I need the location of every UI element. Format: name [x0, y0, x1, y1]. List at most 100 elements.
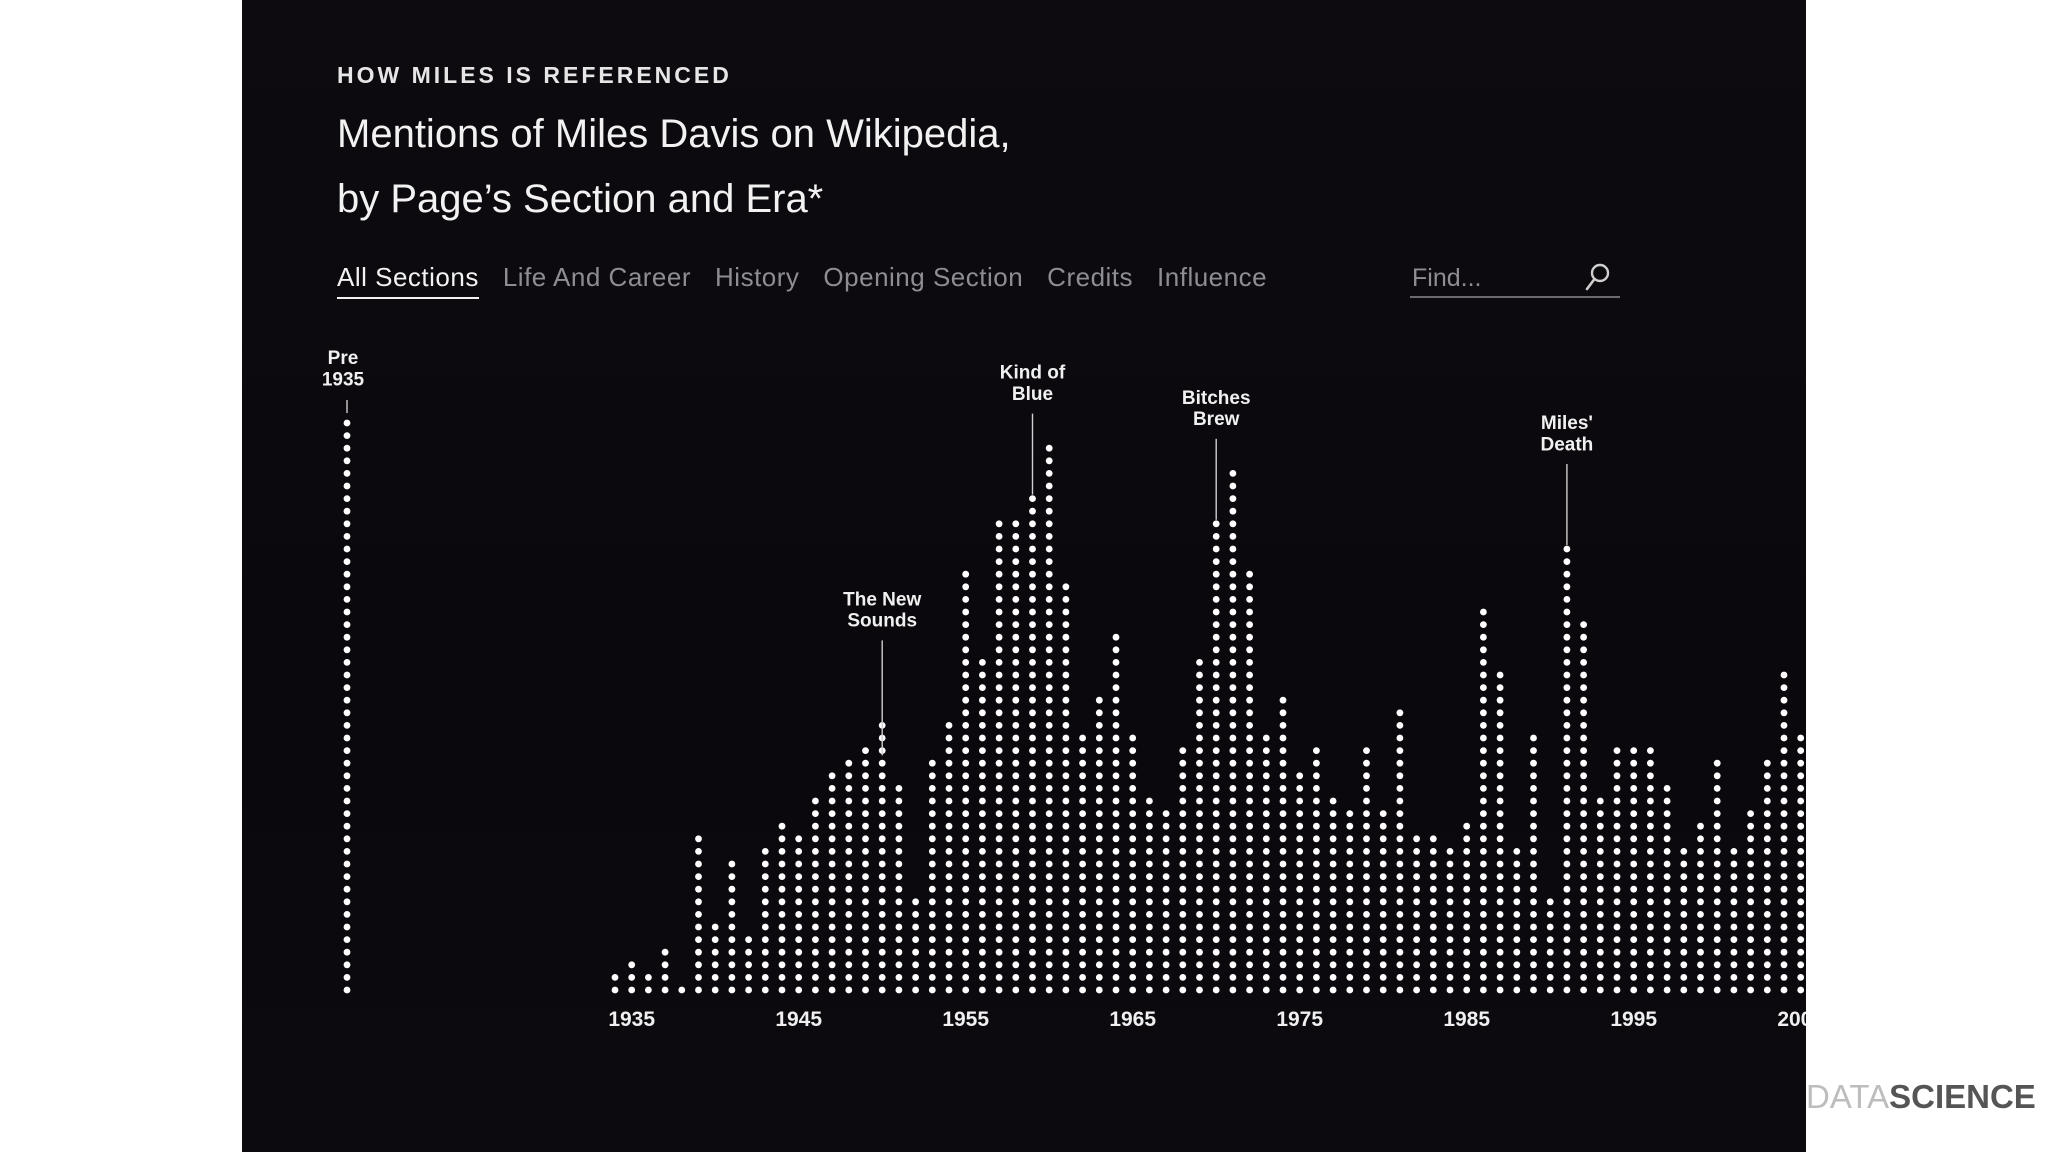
dot	[828, 797, 836, 805]
dot	[962, 722, 970, 729]
dot	[1647, 797, 1654, 805]
dot	[1012, 772, 1020, 780]
dot	[979, 734, 986, 742]
dot	[1797, 848, 1805, 855]
dot	[1262, 835, 1270, 843]
dot	[962, 596, 970, 603]
dot	[1496, 898, 1504, 906]
dot	[1296, 822, 1304, 830]
dot	[1580, 948, 1587, 956]
dot	[945, 810, 953, 817]
dot	[1546, 898, 1554, 906]
tab-all-sections[interactable]: All Sections	[337, 262, 479, 299]
dot	[1480, 923, 1487, 931]
dot	[1212, 722, 1220, 729]
dot	[1095, 785, 1103, 792]
dot	[1029, 646, 1036, 654]
dot	[828, 772, 836, 780]
dot	[1045, 785, 1053, 792]
dot	[1363, 785, 1370, 792]
dot	[845, 848, 853, 855]
dot	[1062, 810, 1070, 817]
dot	[1596, 835, 1604, 843]
dot	[795, 848, 803, 855]
dot	[1045, 444, 1053, 452]
dot	[1463, 885, 1471, 893]
tab-credits[interactable]: Credits	[1047, 262, 1134, 292]
dot	[1313, 848, 1320, 855]
dot	[1246, 659, 1253, 666]
dot	[1279, 885, 1287, 893]
dot	[1730, 885, 1738, 893]
tab-life-and-career[interactable]: Life And Career	[502, 262, 692, 292]
dot	[1446, 911, 1454, 918]
dot	[761, 974, 769, 981]
dot	[1496, 797, 1504, 805]
column-1991	[1563, 545, 1571, 994]
dot	[1162, 898, 1170, 906]
dot	[1212, 772, 1220, 780]
dot	[1112, 772, 1120, 780]
dot	[728, 911, 736, 918]
dot	[1647, 974, 1654, 981]
dot	[1045, 621, 1053, 628]
dot	[1212, 810, 1220, 817]
dot	[1062, 797, 1070, 805]
dot	[1429, 936, 1437, 943]
dot	[995, 986, 1003, 994]
dot	[661, 948, 669, 956]
column-2005	[1797, 734, 1805, 994]
dot	[1029, 810, 1036, 817]
dot	[1346, 911, 1354, 918]
dot	[795, 986, 803, 994]
dot	[1630, 797, 1638, 805]
tab-history[interactable]: History	[715, 262, 800, 292]
dot	[628, 986, 636, 994]
dot	[979, 659, 986, 666]
dot	[812, 911, 819, 918]
dot	[1580, 911, 1587, 918]
dot	[1129, 810, 1137, 817]
dot	[1480, 747, 1487, 754]
dot	[878, 822, 886, 830]
dot	[1045, 659, 1053, 666]
dot	[1229, 533, 1237, 540]
find-input[interactable]	[1410, 262, 1584, 295]
dot	[678, 986, 686, 994]
dot	[862, 860, 869, 868]
dot	[795, 860, 803, 868]
search-icon[interactable]	[1582, 262, 1612, 299]
tab-influence[interactable]: Influence	[1157, 262, 1268, 292]
dot	[1012, 936, 1020, 943]
dot	[1012, 961, 1020, 969]
dot	[1029, 671, 1036, 679]
dot	[862, 797, 869, 805]
dot	[878, 948, 886, 956]
tab-opening-section[interactable]: Opening Section	[823, 262, 1024, 292]
dot	[1797, 734, 1805, 742]
dot	[945, 860, 953, 868]
dot	[1179, 797, 1187, 805]
dot	[1480, 671, 1487, 679]
dot	[962, 608, 970, 616]
dot	[1029, 759, 1036, 767]
dot	[1012, 822, 1020, 830]
dot	[745, 986, 752, 994]
column-1964	[1112, 633, 1120, 994]
dot	[995, 747, 1003, 754]
dot	[1747, 948, 1754, 956]
dot	[1095, 759, 1103, 767]
dot	[1112, 709, 1120, 717]
dot	[1029, 747, 1036, 754]
dot	[995, 671, 1003, 679]
dot	[1246, 936, 1253, 943]
dot	[1613, 772, 1621, 780]
dot	[878, 759, 886, 767]
dot	[1480, 772, 1487, 780]
dot	[1262, 961, 1270, 969]
dot	[1513, 860, 1521, 868]
dot	[1146, 822, 1153, 830]
dot	[1697, 822, 1704, 830]
dot	[1329, 797, 1337, 805]
dot	[1212, 558, 1220, 565]
